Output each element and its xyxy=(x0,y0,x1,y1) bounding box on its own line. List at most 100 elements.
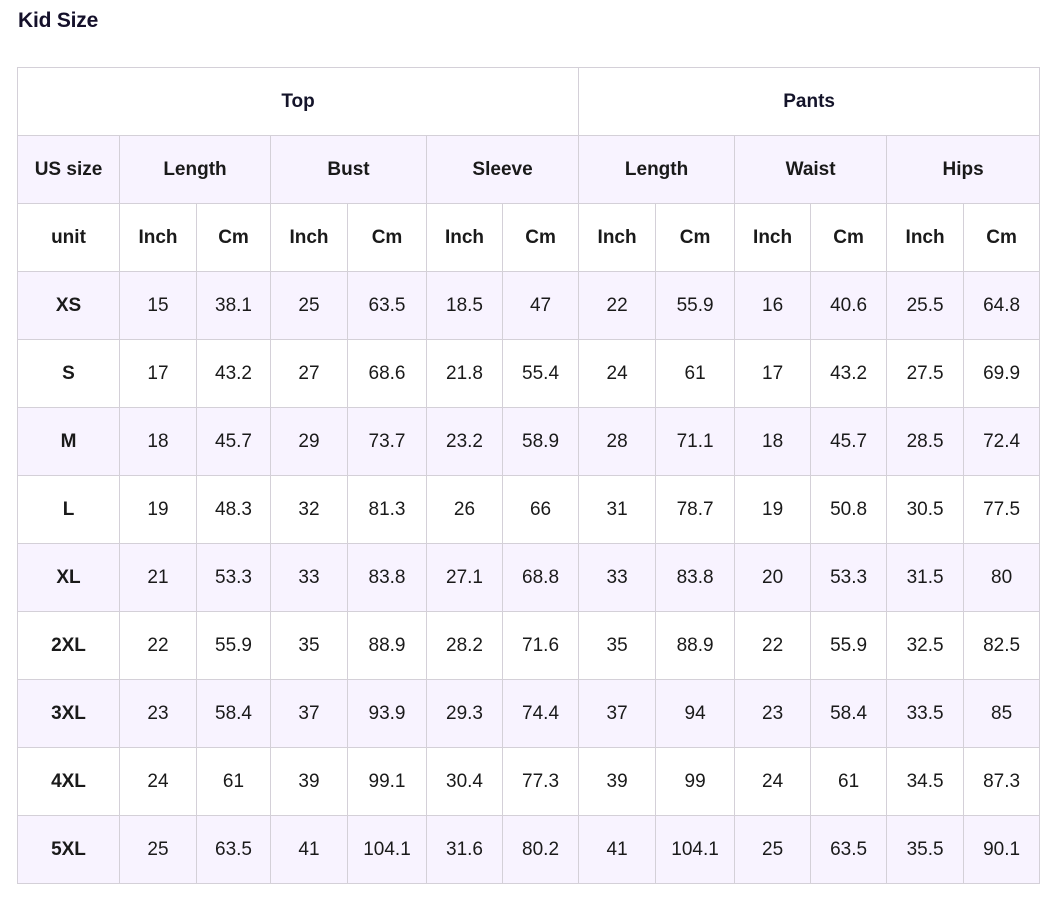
measurement-cell: 53.3 xyxy=(810,543,888,612)
measurement-cell: 68.6 xyxy=(347,339,427,408)
size-label-cell: 4XL xyxy=(17,747,120,816)
measurement-cell: 17 xyxy=(734,339,812,408)
measurement-cell: 41 xyxy=(270,815,348,884)
measurement-cell: 45.7 xyxy=(810,407,888,476)
size-label-cell: XL xyxy=(17,543,120,612)
measurement-cell: 22 xyxy=(734,611,812,680)
table-row: S 17 43.2 27 68.6 21.8 55.4 24 61 17 43.2 27.5 69.9 xyxy=(17,339,1041,408)
measurement-cell: 35 xyxy=(270,611,348,680)
measurement-cell: 104.1 xyxy=(347,815,427,884)
unit-cell: Inch xyxy=(734,203,812,272)
measurement-cell: 28.2 xyxy=(426,611,503,680)
measurement-cell: 19 xyxy=(734,475,812,544)
unit-cell: Cm xyxy=(196,203,271,272)
column-header-bust: Bust xyxy=(270,135,427,204)
measurement-cell: 88.9 xyxy=(655,611,736,680)
measurement-cell: 25 xyxy=(119,815,197,884)
measurement-cell: 85 xyxy=(963,679,1041,748)
measurement-cell: 94 xyxy=(655,679,736,748)
measurement-cell: 30.5 xyxy=(886,475,965,544)
measurement-cell: 90.1 xyxy=(963,815,1041,884)
measurement-cell: 63.5 xyxy=(196,815,271,884)
measurement-cell: 33 xyxy=(578,543,657,612)
measurement-cell: 78.7 xyxy=(655,475,736,544)
size-label-cell: 2XL xyxy=(17,611,120,680)
measurement-cell: 48.3 xyxy=(196,475,271,544)
table-row: XS 15 38.1 25 63.5 18.5 47 22 55.9 16 40.6 25.5 64.8 xyxy=(17,271,1041,340)
page-title: Kid Size xyxy=(18,9,99,32)
measurement-cell: 19 xyxy=(119,475,197,544)
measurement-cell: 55.9 xyxy=(655,271,736,340)
measurement-cell: 63.5 xyxy=(810,815,888,884)
table-row: 5XL 25 63.5 41 104.1 31.6 80.2 41 104.1 25 63.5 35.… xyxy=(17,815,1041,884)
table-row: L 19 48.3 32 81.3 26 66 31 78.7 19 50.8 30.5 77.5 xyxy=(17,475,1041,544)
measurement-cell: 80.2 xyxy=(501,815,580,884)
measurement-cell: 18 xyxy=(119,407,197,476)
measurement-cell: 25 xyxy=(734,815,812,884)
measurement-cell: 41 xyxy=(578,815,657,884)
measurement-cell: 73.7 xyxy=(347,407,427,476)
unit-cell: Inch xyxy=(426,203,503,272)
column-header-hips: Hips xyxy=(886,135,1041,204)
size-label-cell: M xyxy=(17,407,120,476)
measurement-cell: 99.1 xyxy=(347,747,427,816)
unit-cell: Inch xyxy=(886,203,965,272)
measurement-cell: 33.5 xyxy=(886,679,965,748)
measurement-cell: 93.9 xyxy=(347,679,427,748)
measurement-cell: 24 xyxy=(119,747,197,816)
measurement-cell: 23 xyxy=(119,679,197,748)
measurement-cell: 88.9 xyxy=(347,611,427,680)
measurement-header-row: US size Length Bust Sleeve Length Waist … xyxy=(17,135,1041,204)
measurement-cell: 39 xyxy=(578,747,657,816)
group-header-top: Top xyxy=(16,67,580,136)
size-label-cell: XS xyxy=(17,271,120,340)
measurement-cell: 61 xyxy=(655,339,736,408)
measurement-cell: 24 xyxy=(578,339,657,408)
measurement-cell: 17 xyxy=(119,339,197,408)
size-label-cell: 5XL xyxy=(17,815,120,884)
unit-cell: Cm xyxy=(963,203,1041,272)
unit-cell: Cm xyxy=(501,203,580,272)
measurement-cell: 64.8 xyxy=(963,271,1041,340)
measurement-cell: 29 xyxy=(270,407,348,476)
table-row: 3XL 23 58.4 37 93.9 29.3 74.4 37 94 23 58.4 33.5 85 xyxy=(17,679,1041,748)
measurement-cell: 83.8 xyxy=(655,543,736,612)
measurement-cell: 82.5 xyxy=(963,611,1041,680)
measurement-cell: 28 xyxy=(578,407,657,476)
measurement-cell: 61 xyxy=(196,747,271,816)
measurement-cell: 25.5 xyxy=(886,271,965,340)
measurement-cell: 32 xyxy=(270,475,348,544)
measurement-cell: 28.5 xyxy=(886,407,965,476)
measurement-cell: 24 xyxy=(734,747,812,816)
measurement-cell: 15 xyxy=(119,271,197,340)
measurement-cell: 45.7 xyxy=(196,407,271,476)
measurement-cell: 21.8 xyxy=(426,339,503,408)
measurement-cell: 32.5 xyxy=(886,611,965,680)
measurement-cell: 66 xyxy=(501,475,580,544)
unit-row: unit Inch Cm Inch Cm Inch Cm Inch Cm Inc… xyxy=(17,203,1041,272)
measurement-cell: 38.1 xyxy=(196,271,271,340)
measurement-cell: 22 xyxy=(119,611,197,680)
measurement-cell: 55.9 xyxy=(810,611,888,680)
measurement-cell: 29.3 xyxy=(426,679,503,748)
measurement-cell: 25 xyxy=(270,271,348,340)
measurement-cell: 26 xyxy=(426,475,503,544)
group-header-pants: Pants xyxy=(578,67,1041,136)
measurement-cell: 21 xyxy=(119,543,197,612)
measurement-cell: 31.6 xyxy=(426,815,503,884)
measurement-cell: 81.3 xyxy=(347,475,427,544)
unit-cell: Cm xyxy=(810,203,888,272)
size-label-cell: S xyxy=(17,339,120,408)
column-header-pants-length: Length xyxy=(578,135,736,204)
measurement-cell: 20 xyxy=(734,543,812,612)
measurement-cell: 69.9 xyxy=(963,339,1041,408)
unit-cell: Cm xyxy=(347,203,427,272)
measurement-cell: 71.6 xyxy=(501,611,580,680)
measurement-cell: 104.1 xyxy=(655,815,736,884)
measurement-cell: 39 xyxy=(270,747,348,816)
measurement-cell: 61 xyxy=(810,747,888,816)
measurement-cell: 71.1 xyxy=(655,407,736,476)
measurement-cell: 72.4 xyxy=(963,407,1041,476)
size-label-cell: 3XL xyxy=(17,679,120,748)
measurement-cell: 55.9 xyxy=(196,611,271,680)
